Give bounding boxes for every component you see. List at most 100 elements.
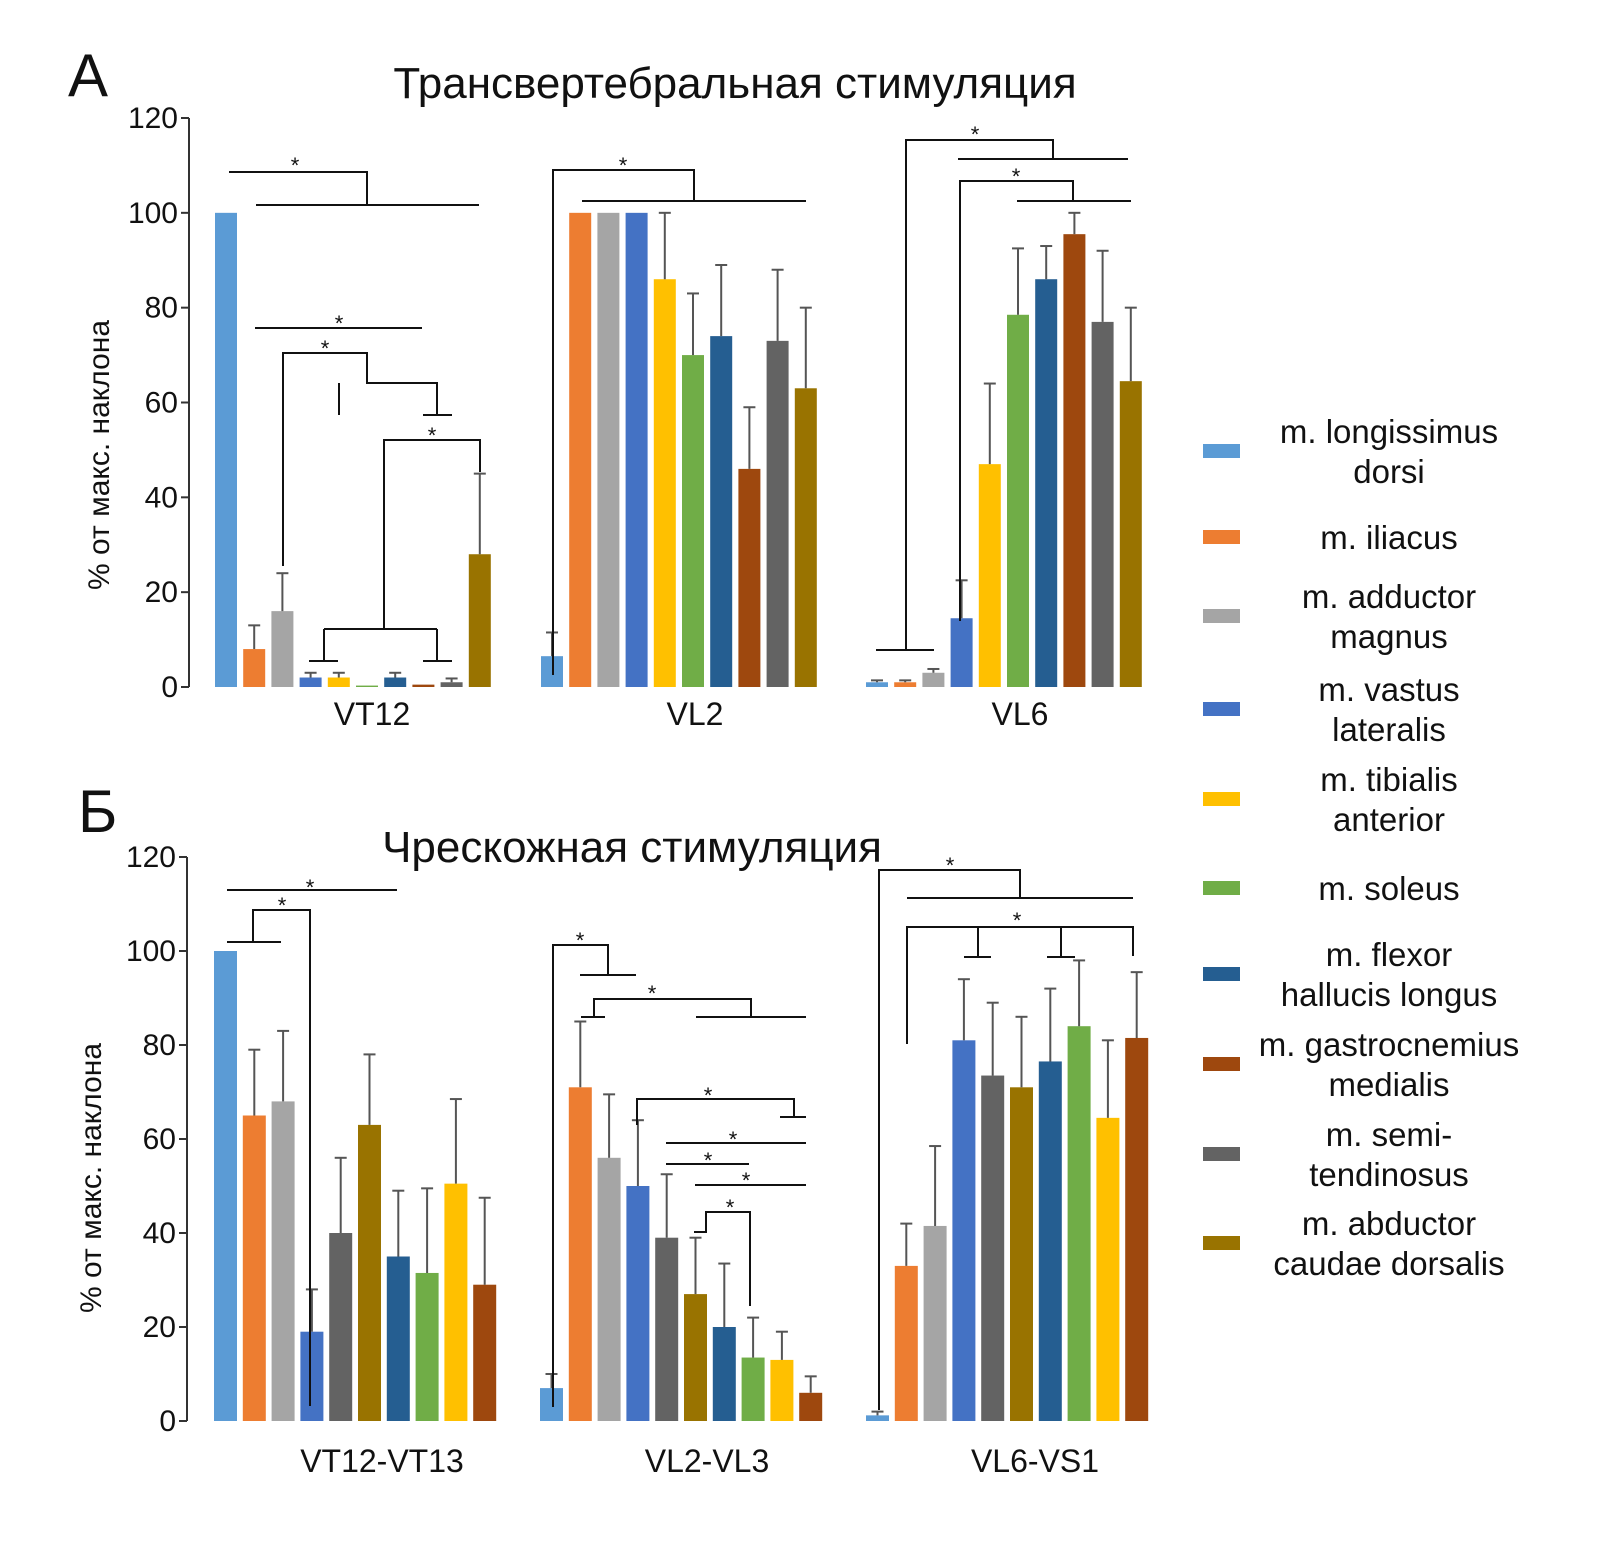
significance-star: *	[335, 311, 344, 336]
bar	[243, 649, 266, 687]
bar	[1096, 1117, 1120, 1421]
bar	[1010, 1087, 1033, 1421]
bar	[444, 1183, 468, 1421]
group-labels: VT12-VT13 VL2-VL3 VL6-VS1	[300, 1443, 1099, 1479]
y-axis-label: % от макс. наклона	[83, 320, 116, 590]
group-labels: VT12 VL2 VL6	[334, 696, 1049, 732]
bar	[894, 682, 917, 687]
y-tick-label: 120	[126, 841, 176, 874]
legend-label: m. longissimus dorsi	[1280, 413, 1498, 490]
bar	[894, 1265, 918, 1421]
panel-letter: А	[68, 42, 108, 109]
significance-star: *	[1012, 164, 1021, 189]
significance-bracket	[227, 909, 311, 1406]
bar	[468, 554, 491, 687]
panel-letter: Б	[78, 778, 117, 845]
significance-star: *	[321, 336, 330, 361]
bars	[214, 951, 1149, 1421]
significance-star: *	[1013, 908, 1022, 933]
legend-swatch	[1203, 1147, 1240, 1161]
y-tick-label: 0	[161, 671, 178, 704]
bar	[215, 212, 237, 688]
bar	[1063, 234, 1086, 687]
y-tick-label: 20	[145, 576, 178, 609]
bar	[440, 682, 463, 687]
y-tick-label: 100	[128, 197, 178, 230]
bar	[1067, 1026, 1091, 1421]
bar	[710, 336, 733, 687]
significance-bracket	[581, 998, 806, 1018]
significance-bracket	[229, 171, 479, 206]
bar	[625, 212, 648, 688]
bar	[415, 1272, 439, 1421]
significance-star: *	[278, 893, 287, 918]
bar	[794, 388, 817, 687]
bar	[214, 951, 237, 1421]
y-ticks: 0 20 40 60 80 100 120	[128, 102, 190, 704]
significance-bracket	[906, 926, 1134, 1044]
significance-star: *	[704, 1148, 713, 1173]
bar	[981, 1075, 1005, 1421]
legend-label: m. flexor hallucis longus	[1281, 936, 1497, 1013]
bar	[1119, 381, 1142, 687]
bar	[271, 1101, 295, 1421]
bar	[950, 618, 973, 687]
bar	[1125, 1037, 1149, 1421]
group-label: VT12	[334, 696, 410, 732]
bars	[215, 211, 1142, 688]
bar	[653, 279, 676, 687]
bar	[922, 672, 945, 687]
bar	[327, 677, 350, 687]
bar	[597, 212, 620, 688]
significance-star: *	[726, 1195, 735, 1220]
panel-title: Чрескожная стимуляция	[382, 823, 882, 872]
y-tick-label: 80	[145, 292, 178, 325]
y-tick-label: 60	[143, 1123, 176, 1156]
legend-label: m. soleus	[1318, 870, 1459, 907]
bar	[242, 1115, 266, 1421]
legend-swatch	[1203, 530, 1240, 544]
bar	[866, 1415, 889, 1421]
bar	[655, 1237, 679, 1421]
y-tick-label: 40	[145, 481, 178, 514]
legend-swatch	[1203, 609, 1240, 623]
legend-label: m. gastrocnemius medialis	[1259, 1026, 1519, 1103]
bar	[741, 1357, 765, 1421]
bar	[540, 1388, 563, 1421]
group-label: VL2	[667, 696, 724, 732]
significance-bracket	[959, 180, 1131, 621]
significance-bracket	[282, 352, 452, 566]
significance-star: *	[729, 1127, 738, 1152]
legend-swatch	[1203, 1236, 1240, 1250]
legend-swatch	[1203, 967, 1240, 981]
legend-label: m. vastus lateralis	[1318, 671, 1459, 748]
legend-swatch	[1203, 444, 1240, 458]
bar	[770, 1359, 794, 1421]
bar	[978, 464, 1001, 687]
bar	[569, 212, 592, 688]
legend-swatch	[1203, 881, 1240, 895]
bar	[866, 682, 888, 687]
bar	[473, 1284, 497, 1421]
y-axis-label: % от макс. наклона	[75, 1043, 108, 1313]
y-tick-label: 40	[143, 1217, 176, 1250]
legend-label: m. semi-tendinosus	[1309, 1116, 1469, 1193]
bar	[684, 1294, 707, 1421]
legend-label: m. abductor caudae dorsalis	[1273, 1205, 1504, 1282]
bar	[799, 1392, 823, 1421]
bar	[597, 1157, 621, 1421]
bar	[384, 677, 407, 687]
significance-star: *	[742, 1168, 751, 1193]
bar	[923, 1225, 947, 1421]
significance-bracket	[694, 1211, 751, 1306]
significance-star: *	[576, 928, 585, 953]
y-tick-label: 100	[126, 935, 176, 968]
significance-bracket	[309, 439, 481, 662]
bar	[329, 1233, 353, 1421]
bar	[300, 1331, 324, 1421]
group-label: VL6-VS1	[971, 1443, 1099, 1479]
significance-brackets: ***********	[227, 853, 1134, 1410]
significance-star: *	[946, 853, 955, 878]
significance-star: *	[704, 1083, 713, 1108]
